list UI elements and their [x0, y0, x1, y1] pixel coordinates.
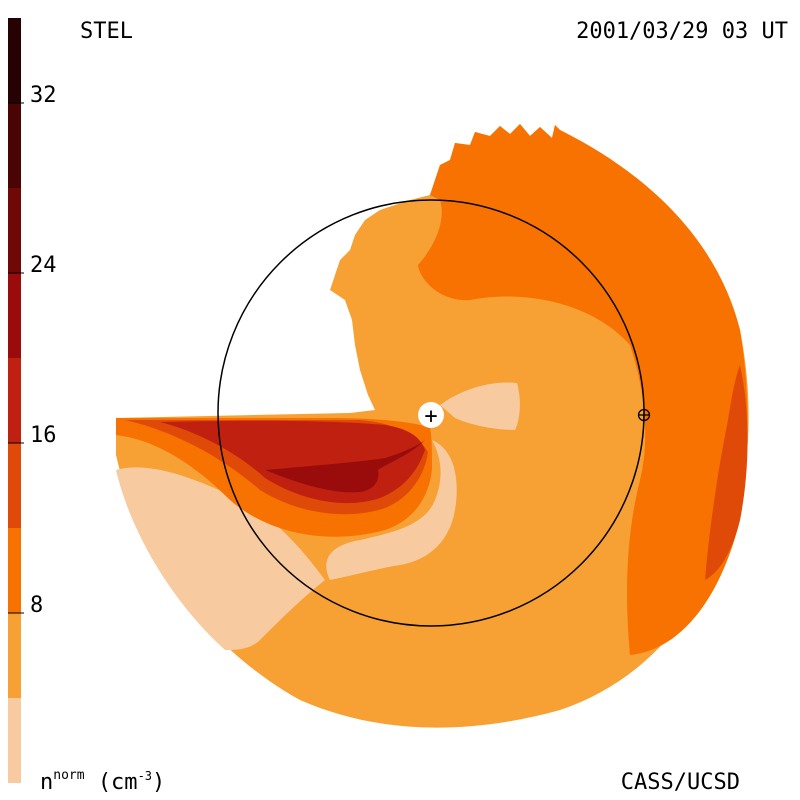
colorbar-band-6 — [8, 188, 21, 273]
colorbar-tick-label-8: 8 — [30, 593, 44, 618]
sun-icon — [418, 402, 444, 428]
station-label: STEL — [80, 19, 133, 44]
colorbar-band-4 — [8, 358, 21, 443]
colorbar-band-8 — [8, 18, 21, 103]
earth-icon — [637, 408, 651, 422]
sun-symbol: + — [424, 404, 437, 429]
colorbar-band-7 — [8, 103, 21, 188]
colorbar-band-0 — [8, 698, 21, 783]
density-inner-light — [326, 440, 457, 580]
colorbar-band-3 — [8, 443, 21, 528]
colorbar-band-1 — [8, 613, 21, 698]
density-east-band — [418, 124, 748, 655]
colorbar-tick-label-16: 16 — [30, 423, 57, 448]
colorbar-quantity: n — [40, 770, 54, 795]
colorbar-tick-label-32: 32 — [30, 83, 57, 108]
density-sun-east-light — [440, 382, 520, 430]
colorbar-quantity-superscript: norm — [53, 768, 85, 783]
colorbar-band-5 — [8, 273, 21, 358]
colorbar-tick-label-24: 24 — [30, 253, 57, 278]
density-southwest-light — [116, 455, 325, 650]
colorbar-band-2 — [8, 528, 21, 613]
colorbar-title: nnorm (cm-3) — [40, 769, 165, 794]
no-data-wedge — [116, 410, 360, 414]
credit-label: CASS/UCSD — [620, 770, 740, 795]
datetime-label: 2001/03/29 03 UT — [576, 19, 788, 44]
colorbar — [8, 18, 24, 783]
colorbar-unit-open: (cm — [97, 770, 138, 795]
colorbar-unit-close: ) — [152, 770, 166, 795]
density-west-arm-core — [265, 440, 425, 493]
colorbar-unit-exponent: -3 — [137, 769, 153, 783]
density-east-deep-band — [705, 365, 748, 580]
